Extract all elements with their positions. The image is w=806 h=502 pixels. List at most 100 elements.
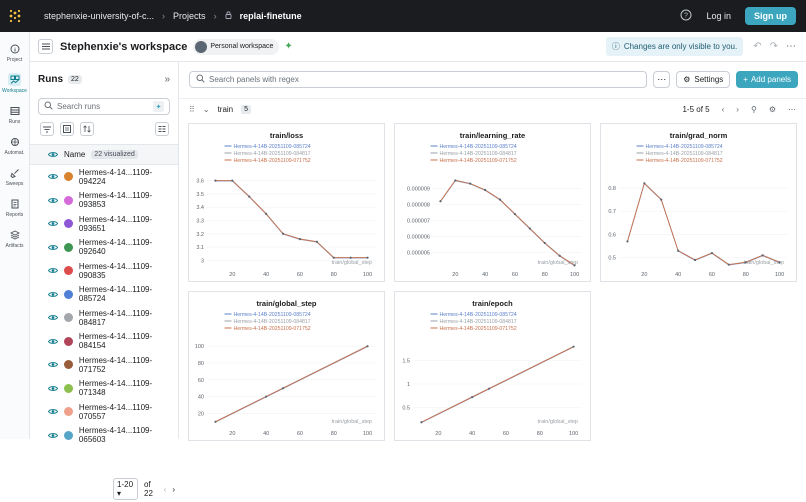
- more-icon[interactable]: ⋯: [788, 105, 796, 114]
- run-row[interactable]: Hermes-4-14...1109-071752: [30, 353, 178, 377]
- run-name[interactable]: Hermes-4-14...1109-065603: [79, 426, 178, 444]
- run-color-dot[interactable]: [64, 266, 73, 276]
- eye-icon[interactable]: [48, 314, 58, 321]
- prev-page-icon[interactable]: ‹: [163, 484, 167, 494]
- redo-icon[interactable]: ↷: [769, 41, 778, 52]
- section-title[interactable]: train: [217, 105, 234, 114]
- run-row[interactable]: Hermes-4-14...1109-090835: [30, 259, 178, 283]
- run-color-dot[interactable]: [64, 172, 73, 182]
- run-name[interactable]: Hermes-4-14...1109-071752: [79, 356, 178, 374]
- drag-handle-icon[interactable]: ⠿: [189, 105, 195, 114]
- breadcrumb-projects[interactable]: Projects: [173, 11, 206, 21]
- gear-icon[interactable]: ⚙: [768, 105, 776, 114]
- run-row[interactable]: Hermes-4-14...1109-070557: [30, 400, 178, 424]
- page-range-select[interactable]: 1-20 ▾: [113, 478, 139, 500]
- eye-icon[interactable]: [48, 244, 58, 251]
- undo-icon[interactable]: ↶: [753, 41, 762, 52]
- run-row[interactable]: Hermes-4-14...1109-065603: [30, 424, 178, 448]
- filter-icon[interactable]: [40, 122, 54, 136]
- eye-icon[interactable]: [48, 361, 58, 368]
- run-row[interactable]: Hermes-4-14...1109-093853: [30, 189, 178, 213]
- columns-icon[interactable]: [155, 122, 169, 136]
- run-color-dot[interactable]: [64, 383, 73, 393]
- eye-icon[interactable]: [48, 408, 58, 415]
- panel-train-grad-norm[interactable]: train/grad_norm Hermes-4-14B-20251109-085…: [600, 123, 797, 282]
- run-row[interactable]: Hermes-4-14...1109-092640: [30, 236, 178, 260]
- sort-icon[interactable]: [80, 122, 94, 136]
- run-row[interactable]: Hermes-4-14...1109-085724: [30, 283, 178, 307]
- signup-button[interactable]: Sign up: [745, 7, 796, 25]
- nav-workspace[interactable]: Workspace: [0, 73, 29, 94]
- next-panels-icon[interactable]: ›: [736, 105, 739, 114]
- nav-reports[interactable]: Reports: [0, 197, 29, 218]
- settings-button[interactable]: ⚙ Settings: [676, 71, 731, 88]
- run-name[interactable]: Hermes-4-14...1109-084154: [79, 332, 178, 350]
- nav-artifacts[interactable]: Artifacts: [0, 228, 29, 249]
- runs-header-row: Name 22 visualized: [30, 144, 178, 165]
- breadcrumb-org[interactable]: stephenxie-university-of-c...: [44, 11, 155, 21]
- eye-icon[interactable]: [48, 197, 58, 204]
- pin-icon[interactable]: ⚲: [750, 105, 757, 114]
- run-name[interactable]: Hermes-4-14...1109-090835: [79, 262, 178, 280]
- run-row[interactable]: Hermes-4-14...1109-084817: [30, 306, 178, 330]
- chevron-down-icon[interactable]: ⌄: [202, 105, 210, 114]
- eye-icon[interactable]: [48, 291, 58, 298]
- menu-icon[interactable]: [38, 39, 53, 54]
- run-color-dot[interactable]: [64, 430, 73, 440]
- run-color-dot[interactable]: [64, 242, 73, 252]
- nav-automations[interactable]: Automat.: [0, 135, 29, 156]
- y-tick-label: 0.8: [608, 186, 616, 192]
- run-row[interactable]: Hermes-4-14...1109-071348: [30, 377, 178, 401]
- search-runs-input[interactable]: Search runs ✦: [38, 98, 170, 115]
- run-row[interactable]: Hermes-4-14...1109-094224: [30, 165, 178, 189]
- ai-search-icon[interactable]: ✦: [153, 101, 164, 112]
- run-color-dot[interactable]: [64, 313, 73, 323]
- panel-search-input[interactable]: Search panels with regex: [189, 71, 648, 88]
- next-page-icon[interactable]: ›: [172, 484, 175, 494]
- panel-train-learning-rate[interactable]: train/learning_rate Hermes-4-14B-20251109…: [394, 123, 591, 282]
- run-name[interactable]: Hermes-4-14...1109-093853: [79, 191, 178, 209]
- run-name[interactable]: Hermes-4-14...1109-085724: [79, 285, 178, 303]
- run-name[interactable]: Hermes-4-14...1109-071348: [79, 379, 178, 397]
- collapse-icon[interactable]: »: [164, 74, 170, 85]
- nav-project[interactable]: Project: [0, 42, 29, 63]
- run-name[interactable]: Hermes-4-14...1109-093651: [79, 215, 178, 233]
- run-name[interactable]: Hermes-4-14...1109-094224: [79, 168, 178, 186]
- eye-icon[interactable]: [48, 220, 58, 227]
- run-color-dot[interactable]: [64, 336, 73, 346]
- breadcrumb-project[interactable]: replai-finetune: [239, 11, 302, 21]
- eye-icon[interactable]: [48, 385, 58, 392]
- eye-icon[interactable]: [48, 173, 58, 180]
- more-options-button[interactable]: ⋯: [653, 71, 671, 88]
- run-name[interactable]: Hermes-4-14...1109-070557: [79, 403, 178, 421]
- run-row[interactable]: Hermes-4-14...1109-084154: [30, 330, 178, 354]
- run-color-dot[interactable]: [64, 195, 73, 205]
- workspace-header: Stephenxie's workspace Personal workspac…: [30, 32, 806, 62]
- name-column-header[interactable]: Name: [64, 150, 86, 159]
- run-name[interactable]: Hermes-4-14...1109-084817: [79, 309, 178, 327]
- run-row[interactable]: Hermes-4-14...1109-093651: [30, 212, 178, 236]
- help-icon[interactable]: ?: [680, 9, 692, 23]
- prev-panels-icon[interactable]: ‹: [721, 105, 725, 114]
- eye-icon[interactable]: [48, 267, 58, 274]
- workspace-badge[interactable]: Personal workspace: [193, 38, 280, 55]
- run-color-dot[interactable]: [64, 407, 73, 417]
- nav-sweeps[interactable]: Sweeps: [0, 166, 29, 187]
- run-color-dot[interactable]: [64, 289, 73, 299]
- wandb-logo[interactable]: [0, 9, 30, 23]
- panel-train-epoch[interactable]: train/epoch Hermes-4-14B-20251109-085724 H…: [394, 291, 591, 441]
- panel-train-loss[interactable]: train/loss Hermes-4-14B-20251109-085724 He…: [188, 123, 385, 282]
- eye-icon[interactable]: [48, 151, 58, 158]
- eye-icon[interactable]: [48, 338, 58, 345]
- more-icon[interactable]: ⋯: [786, 41, 796, 52]
- panel-train-global-step[interactable]: train/global_step Hermes-4-14B-20251109-0…: [188, 291, 385, 441]
- run-color-dot[interactable]: [64, 219, 73, 229]
- run-name[interactable]: Hermes-4-14...1109-092640: [79, 238, 178, 256]
- add-panels-button[interactable]: + Add panels: [736, 71, 798, 88]
- group-icon[interactable]: [60, 122, 74, 136]
- login-button[interactable]: Log in: [706, 11, 731, 21]
- eye-icon[interactable]: [48, 432, 58, 439]
- nav-runs[interactable]: Runs: [0, 104, 29, 125]
- sparkle-icon[interactable]: ✦: [284, 41, 293, 52]
- run-color-dot[interactable]: [64, 360, 73, 370]
